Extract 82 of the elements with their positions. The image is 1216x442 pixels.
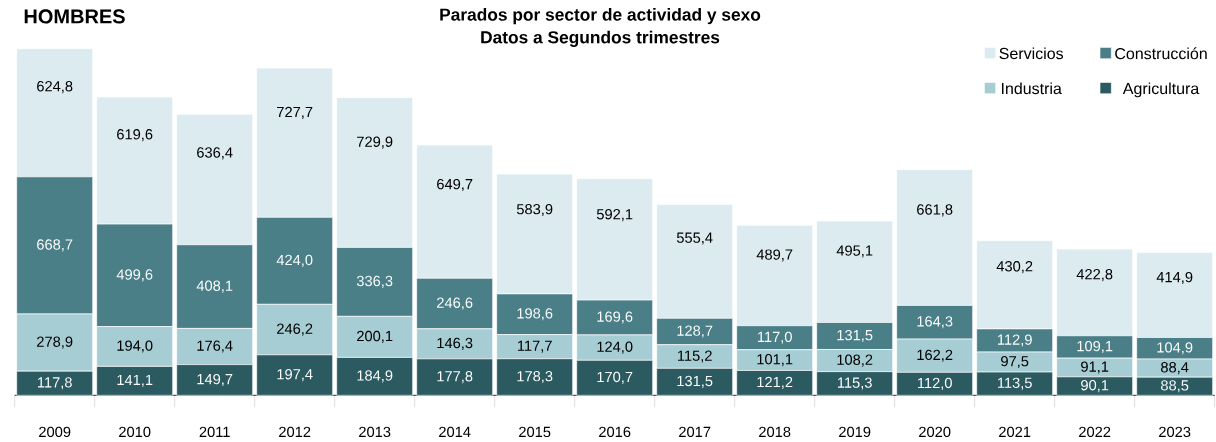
data-label: 178,3 <box>517 370 553 384</box>
data-label: 414,9 <box>1156 271 1193 285</box>
data-label: 124,0 <box>597 341 633 354</box>
data-label: 170,7 <box>597 371 633 384</box>
x-tick-label: 2009 <box>39 426 71 438</box>
x-tick-label: 2011 <box>199 426 230 438</box>
data-label: 661,8 <box>917 204 953 217</box>
x-tick-label: 2019 <box>839 426 871 438</box>
data-label: 117,7 <box>517 340 552 353</box>
data-label: 408,1 <box>196 280 233 293</box>
data-label: 131,5 <box>677 375 713 388</box>
data-label: 430,2 <box>996 261 1033 274</box>
x-tick-label: 2015 <box>519 426 551 438</box>
x-tick-label: 2014 <box>439 426 471 438</box>
data-label: 109,1 <box>1077 340 1113 354</box>
legend-label: Servicios <box>999 47 1064 60</box>
x-tick-label: 2020 <box>919 426 951 438</box>
x-tick-label: 2017 <box>679 426 711 438</box>
data-label: 88,4 <box>1161 362 1189 375</box>
data-label: 164,3 <box>917 316 953 329</box>
data-label: 115,3 <box>837 377 872 390</box>
data-label: 489,7 <box>756 249 793 262</box>
data-label: 91,1 <box>1081 361 1109 374</box>
legend-label: Agricultura <box>1122 82 1200 98</box>
data-label: 112,9 <box>997 334 1032 347</box>
chart-subtitle: Datos a Segundos trimestres <box>481 30 720 47</box>
data-label: 117,0 <box>757 331 792 344</box>
data-label: 636,4 <box>197 147 233 160</box>
data-label: 90,1 <box>1081 380 1109 393</box>
legend-label: Construcción <box>1115 47 1207 60</box>
data-label: 668,7 <box>37 239 73 252</box>
data-label: 121,2 <box>757 376 793 389</box>
data-label: 104,9 <box>1157 342 1193 355</box>
data-label: 146,3 <box>437 337 473 350</box>
x-tick-label: 2012 <box>279 426 311 438</box>
data-label: 278,9 <box>37 336 73 349</box>
data-label: 422,8 <box>1076 269 1113 282</box>
data-label: 424,0 <box>276 254 313 267</box>
chart-title: Parados por sector de actividad y sexo <box>440 8 761 25</box>
data-label: 97,5 <box>1001 356 1029 369</box>
text: HOMBRES <box>24 9 125 24</box>
data-label: 149,7 <box>197 373 233 387</box>
legend-label: Industria <box>1001 82 1062 95</box>
data-label: 141,1 <box>117 374 153 387</box>
data-label: 336,3 <box>356 275 393 288</box>
data-label: 169,6 <box>597 311 633 324</box>
x-tick-label: 2010 <box>119 426 151 438</box>
data-label: 495,1 <box>836 245 873 258</box>
x-tick-label: 2021 <box>999 426 1031 438</box>
data-label: 88,5 <box>1161 380 1189 393</box>
data-label: 162,2 <box>917 349 953 362</box>
data-label: 128,7 <box>677 325 713 338</box>
data-label: 176,4 <box>197 340 233 353</box>
data-label: 198,6 <box>517 308 553 321</box>
data-label: 177,8 <box>437 371 473 384</box>
data-label: 619,6 <box>117 129 153 142</box>
x-tick-label: 2018 <box>759 426 791 438</box>
data-label: 108,2 <box>837 354 873 367</box>
data-label: 649,7 <box>437 178 473 192</box>
data-label: 555,4 <box>676 232 713 245</box>
data-label: 583,9 <box>516 204 553 217</box>
data-label: 246,2 <box>277 323 313 336</box>
data-label: 113,5 <box>997 377 1032 390</box>
x-tick-label: 2023 <box>1159 426 1191 438</box>
data-label: 729,9 <box>357 136 393 149</box>
data-label: 499,6 <box>116 269 153 282</box>
data-label: 624,8 <box>37 81 73 94</box>
data-label: 246,6 <box>437 297 473 310</box>
x-tick-label: 2022 <box>1079 426 1111 438</box>
data-label: 115,2 <box>677 350 712 363</box>
data-label: 592,1 <box>596 209 633 222</box>
data-label: 101,1 <box>757 354 793 367</box>
x-tick-label: 2016 <box>599 426 631 438</box>
data-label: 197,4 <box>277 369 313 382</box>
data-label: 112,0 <box>917 377 952 390</box>
data-label: 727,7 <box>277 106 313 119</box>
data-label: 184,9 <box>357 370 393 383</box>
data-label: 194,0 <box>117 340 153 353</box>
data-label: 131,5 <box>837 329 873 343</box>
data-label: 117,8 <box>37 377 72 390</box>
data-label: 200,1 <box>357 330 393 343</box>
x-tick-label: 2013 <box>359 426 391 438</box>
